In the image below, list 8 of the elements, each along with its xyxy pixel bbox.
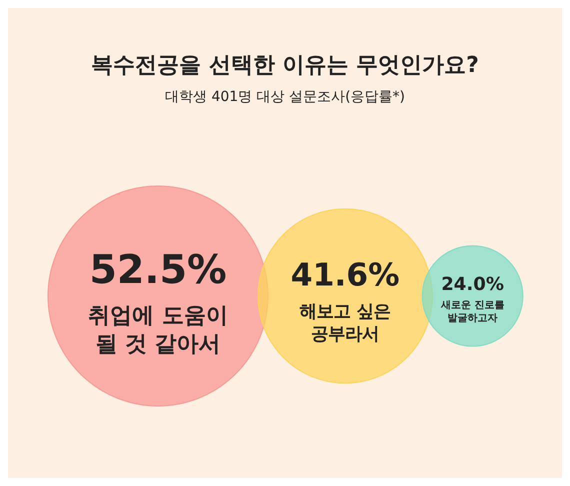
text: 복수전공을 선택한 이유는 무엇인가요? [90,52,480,80]
category-label: 새로운 진로를 발굴하고자 [440,300,504,324]
data-label: 41.6% [290,258,400,294]
category-label: 해보고 싶은 공부라서 [300,302,391,345]
data-label: 24.0% [441,274,504,295]
data-label: 52.5% [89,246,227,293]
text: 대학생 401명 대상 설문조사(응답률*) [164,88,406,106]
category-label: 취업에 도움이 될 것 같아서 [88,303,228,357]
